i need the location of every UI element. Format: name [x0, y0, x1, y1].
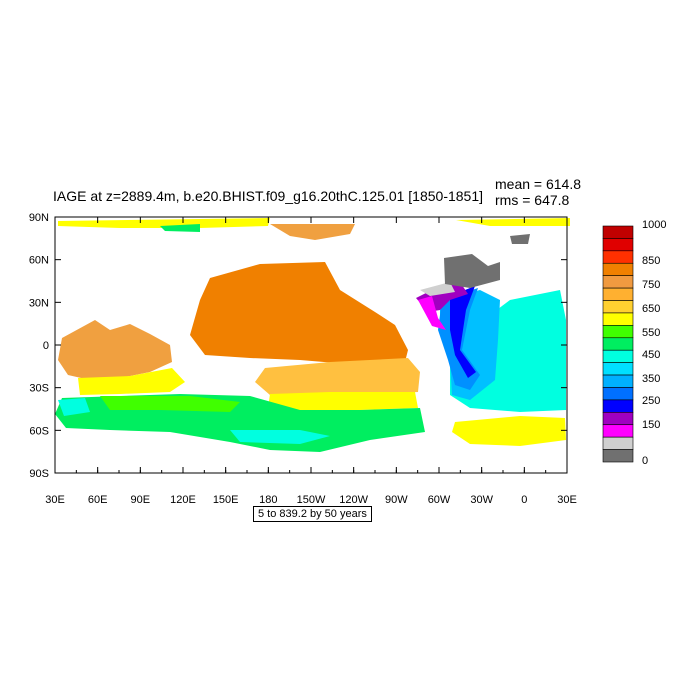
lon-label: 30W [470, 494, 493, 506]
colorbar-swatch [602, 349, 634, 363]
colorbar-swatch [602, 424, 634, 438]
south-pacific-amber [255, 358, 420, 398]
lime-band [100, 396, 240, 412]
colorbar-swatch [602, 275, 634, 289]
yellow-south-indian [78, 368, 185, 395]
colorbar [602, 225, 634, 463]
arctic-gray [444, 254, 500, 288]
cyan-south [58, 398, 90, 416]
mean-value: mean = 614.8 [495, 176, 582, 192]
colorbar-label: 450 [642, 349, 661, 361]
lat-label: 60S [29, 425, 49, 437]
colorbar-label: 0 [642, 455, 649, 467]
lon-label: 120E [170, 494, 196, 506]
cyan-antarctic [230, 430, 330, 444]
lon-label: 150W [297, 494, 326, 506]
colorbar-swatch [602, 337, 634, 351]
colorbar-swatch [602, 287, 634, 301]
yellow-south-atlantic [452, 416, 566, 446]
colorbar-label: 750 [642, 279, 661, 291]
lat-label: 30S [29, 383, 49, 395]
lat-label: 30N [29, 297, 49, 309]
colorbar-swatch [602, 250, 634, 264]
lon-label: 90E [131, 494, 151, 506]
colorbar-swatch [602, 325, 634, 339]
colorbar-label: 350 [642, 373, 661, 385]
lon-label: 180 [259, 494, 277, 506]
colorbar-swatch [602, 262, 634, 276]
map-axes: 90N 60N 30N 0 30S 60S 90S 30E 60E 90E 120E 150E 180 1… [29, 212, 577, 506]
lon-label: 60E [88, 494, 108, 506]
colorbar-label: 650 [642, 303, 661, 315]
colorbar-label: 1000 [642, 219, 667, 231]
lat-label: 90S [29, 468, 49, 480]
lon-label: 0 [521, 494, 527, 506]
colorbar-label: 250 [642, 395, 661, 407]
colorbar-swatch [602, 387, 634, 401]
colorbar-swatch [602, 362, 634, 376]
rms-value: rms = 647.8 [495, 192, 570, 208]
lon-label: 120W [339, 494, 368, 506]
arctic-yellow-east [456, 218, 570, 226]
lon-label: 30E [45, 494, 65, 506]
indian-light-orange [58, 320, 172, 380]
colorbar-swatch [602, 436, 634, 450]
colorbar-label: 150 [642, 419, 661, 431]
plot-title: IAGE at z=2889.4m, b.e20.BHIST.f09_g16.2… [53, 188, 484, 204]
arctic-green-patch [160, 224, 200, 232]
atlantic-magenta [418, 296, 446, 330]
lat-label: 0 [43, 340, 49, 352]
lon-label: 90W [385, 494, 408, 506]
arctic-yellow-west [58, 218, 270, 228]
lon-label: 30E [557, 494, 577, 506]
colorbar-label: 850 [642, 255, 661, 267]
yellow-south-pacific [268, 392, 418, 410]
arctic-orange-patch [270, 224, 355, 240]
colorbar-swatch [602, 238, 634, 252]
lon-label: 60W [428, 494, 451, 506]
colorbar-swatch [602, 412, 634, 426]
lon-label: 150E [213, 494, 239, 506]
atlantic-blue [450, 286, 476, 378]
colorbar-swatch [602, 449, 634, 463]
colorbar-label: 550 [642, 327, 661, 339]
lat-label: 90N [29, 212, 49, 224]
colorbar-swatch [602, 225, 634, 239]
atlantic-light-gray [420, 282, 455, 296]
colorbar-swatch [602, 399, 634, 413]
colorbar-swatch [602, 300, 634, 314]
contour-info-box: 5 to 839.2 by 50 years [253, 506, 372, 522]
colorbar-swatch [602, 312, 634, 326]
lat-label: 60N [29, 255, 49, 267]
colorbar-swatch [602, 374, 634, 388]
arctic-gray-2 [510, 234, 530, 244]
field-regions [55, 218, 570, 452]
stats-block: mean = 614.8 rms = 647.8 [495, 176, 581, 208]
pacific-orange [190, 262, 408, 365]
